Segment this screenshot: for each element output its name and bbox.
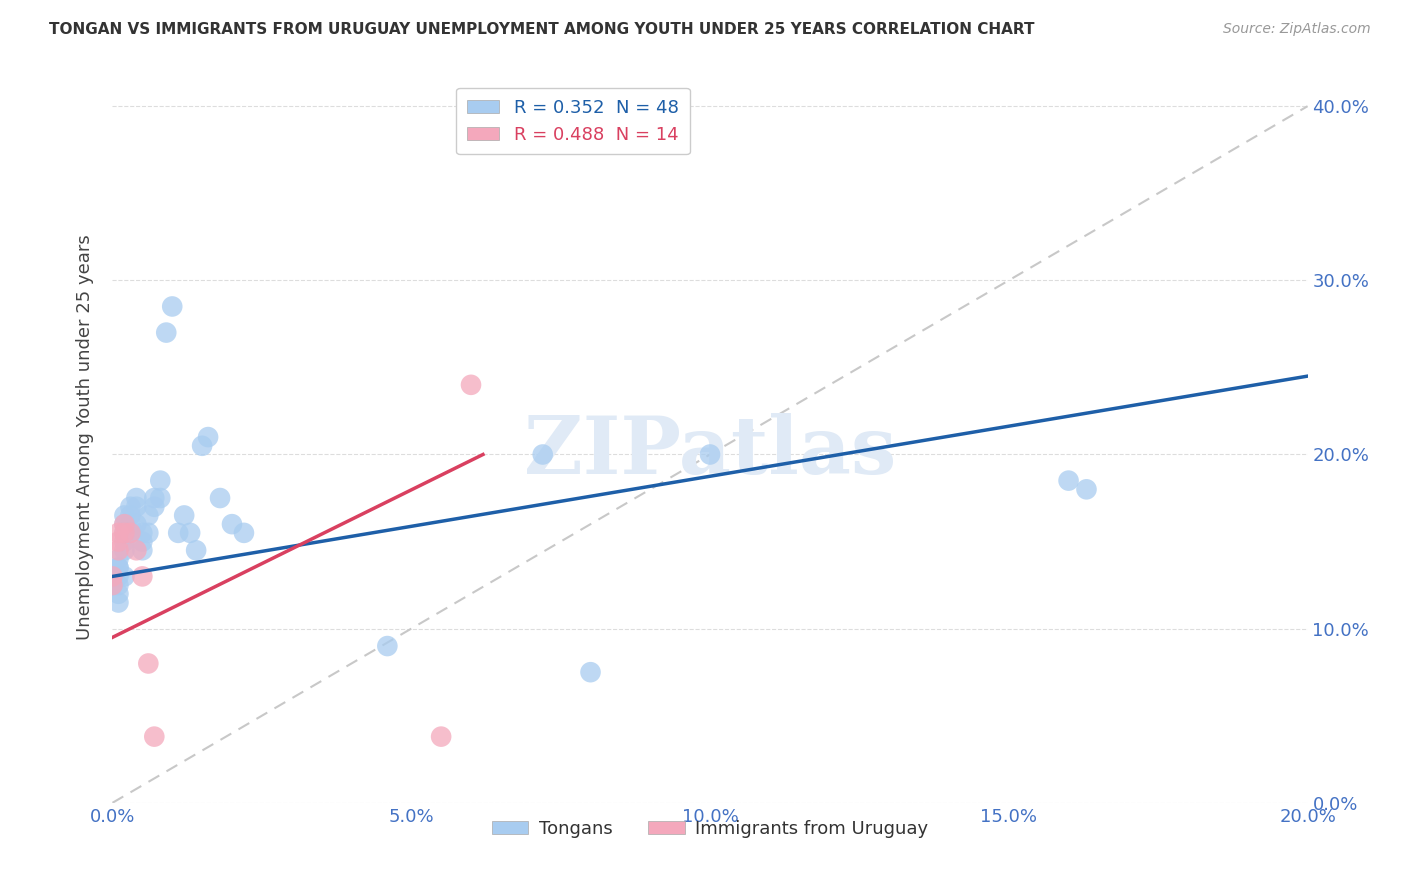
Point (101, 578, 124, 592)
Point (209, 491, 232, 505)
Point (101, 569, 124, 583)
Point (120, 525, 142, 540)
Point (125, 500, 148, 514)
Point (221, 517, 243, 532)
Point (430, 730, 453, 744)
Point (233, 525, 256, 540)
Point (197, 430, 219, 444)
Text: ZIPatlas: ZIPatlas (524, 413, 896, 491)
Point (131, 525, 153, 540)
Point (107, 578, 129, 592)
Point (114, 534, 135, 549)
Point (114, 525, 135, 540)
Point (107, 534, 129, 549)
Point (699, 448, 721, 462)
Point (155, 326, 177, 340)
Point (107, 543, 129, 558)
Point (460, 377, 482, 392)
Point (114, 569, 135, 583)
Point (191, 439, 214, 453)
Point (1076, 483, 1098, 497)
Point (143, 500, 166, 514)
Point (120, 517, 142, 532)
Point (120, 525, 142, 540)
Point (114, 543, 135, 558)
Point (579, 665, 602, 680)
Point (131, 569, 153, 583)
Text: TONGAN VS IMMIGRANTS FROM URUGUAY UNEMPLOYMENT AMONG YOUTH UNDER 25 YEARS CORREL: TONGAN VS IMMIGRANTS FROM URUGUAY UNEMPL… (49, 22, 1035, 37)
Point (107, 560, 129, 574)
Point (101, 569, 124, 583)
Point (162, 300, 183, 314)
Point (1057, 474, 1080, 488)
Point (107, 560, 129, 574)
Point (107, 525, 129, 540)
Point (120, 500, 142, 514)
Point (107, 552, 129, 566)
Point (114, 525, 135, 540)
Point (179, 525, 201, 540)
Point (101, 578, 124, 592)
Point (120, 508, 142, 523)
Point (149, 491, 172, 505)
Point (114, 508, 135, 523)
Point (107, 569, 129, 583)
Point (114, 517, 135, 532)
Text: Source: ZipAtlas.com: Source: ZipAtlas.com (1223, 22, 1371, 37)
Point (107, 595, 129, 609)
Point (138, 508, 160, 523)
Y-axis label: Unemployment Among Youth under 25 years: Unemployment Among Youth under 25 years (76, 235, 94, 640)
Point (186, 543, 208, 558)
Point (377, 639, 399, 653)
Legend: Tongans, Immigrants from Uruguay: Tongans, Immigrants from Uruguay (485, 813, 935, 845)
Point (138, 657, 160, 671)
Point (143, 491, 166, 505)
Point (131, 534, 153, 549)
Point (138, 525, 160, 540)
Point (131, 543, 153, 558)
Point (125, 543, 148, 558)
Point (149, 474, 172, 488)
Point (107, 587, 129, 601)
Point (125, 491, 148, 505)
Point (114, 517, 135, 532)
Point (143, 730, 166, 744)
Point (173, 508, 195, 523)
Point (167, 525, 190, 540)
Point (125, 517, 148, 532)
Point (531, 448, 554, 462)
